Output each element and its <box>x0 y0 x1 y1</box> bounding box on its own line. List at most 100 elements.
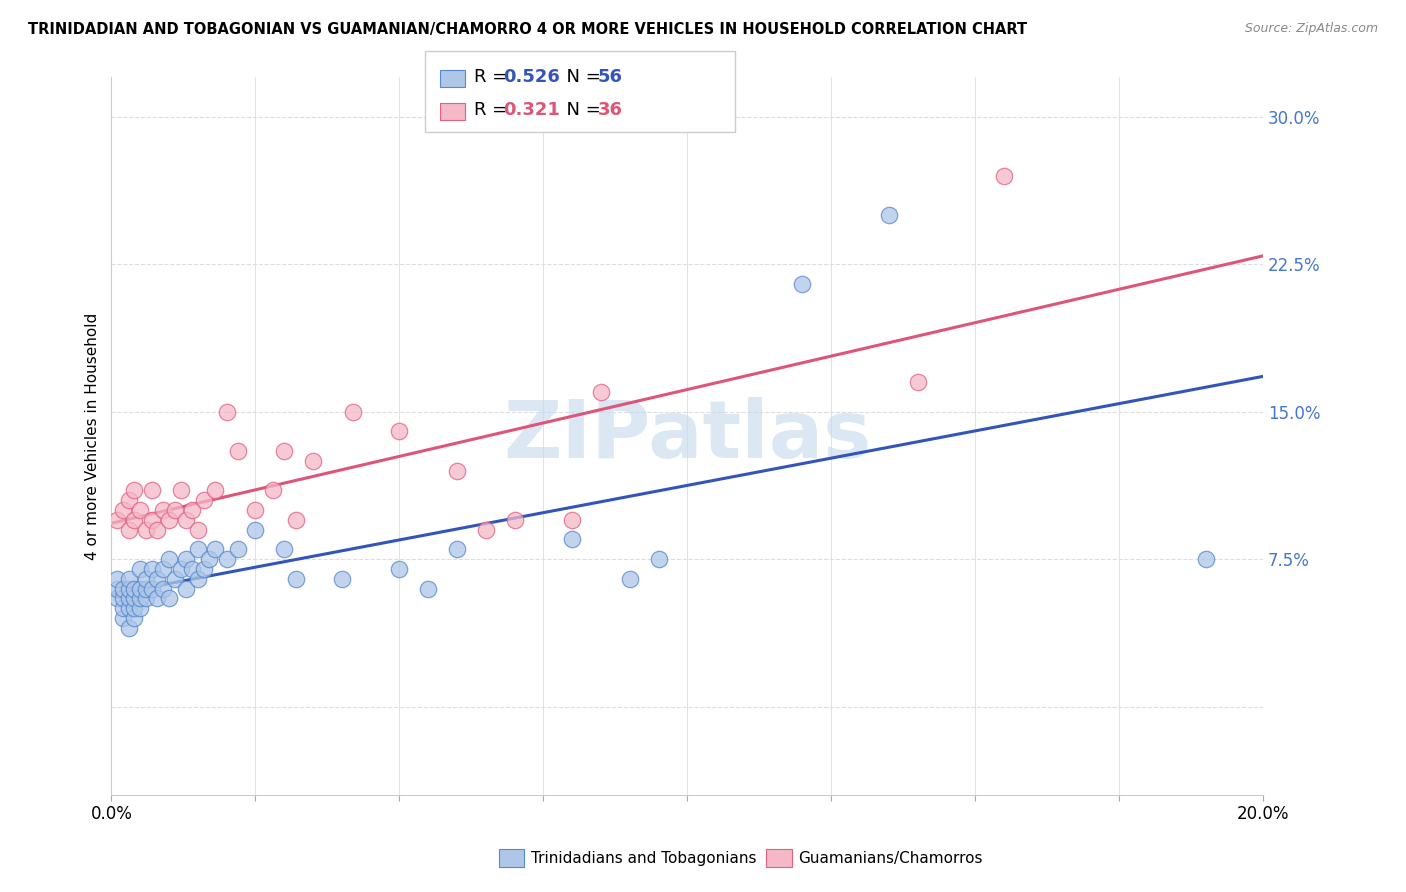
Point <box>146 591 169 606</box>
Point <box>446 464 468 478</box>
Point <box>111 611 134 625</box>
Point <box>187 523 209 537</box>
Point <box>124 483 146 498</box>
Point <box>474 523 496 537</box>
Point <box>111 582 134 596</box>
Point <box>152 562 174 576</box>
Point <box>198 552 221 566</box>
Point <box>169 562 191 576</box>
Point <box>157 552 180 566</box>
Point <box>118 523 141 537</box>
Point <box>792 277 814 291</box>
Point <box>388 425 411 439</box>
Point <box>342 405 364 419</box>
Point <box>215 552 238 566</box>
Point <box>245 523 267 537</box>
Point <box>647 552 669 566</box>
Point <box>111 591 134 606</box>
Point <box>146 572 169 586</box>
Point <box>124 591 146 606</box>
Point <box>907 375 929 389</box>
Point <box>105 572 128 586</box>
Point <box>245 503 267 517</box>
Point <box>284 513 307 527</box>
Point <box>262 483 284 498</box>
Point <box>105 582 128 596</box>
Point <box>302 454 325 468</box>
Y-axis label: 4 or more Vehicles in Household: 4 or more Vehicles in Household <box>86 312 100 560</box>
Point <box>330 572 353 586</box>
Point <box>135 591 157 606</box>
Point <box>174 552 197 566</box>
Point <box>124 601 146 615</box>
Point <box>561 513 583 527</box>
Point <box>193 562 215 576</box>
Text: N =: N = <box>555 101 607 119</box>
Point <box>174 513 197 527</box>
Point <box>181 562 204 576</box>
Point <box>619 572 641 586</box>
Point <box>129 582 152 596</box>
Point <box>273 444 295 458</box>
Point <box>193 493 215 508</box>
Text: Source: ZipAtlas.com: Source: ZipAtlas.com <box>1244 22 1378 36</box>
Point <box>129 601 152 615</box>
Point <box>284 572 307 586</box>
Text: TRINIDADIAN AND TOBAGONIAN VS GUAMANIAN/CHAMORRO 4 OR MORE VEHICLES IN HOUSEHOLD: TRINIDADIAN AND TOBAGONIAN VS GUAMANIAN/… <box>28 22 1028 37</box>
Text: ZIPatlas: ZIPatlas <box>503 397 872 475</box>
Point <box>187 542 209 557</box>
Point <box>418 582 440 596</box>
Point <box>124 611 146 625</box>
Point <box>135 582 157 596</box>
Point <box>163 503 186 517</box>
Point <box>124 582 146 596</box>
Text: R =: R = <box>474 68 513 86</box>
Point <box>388 562 411 576</box>
Point <box>118 572 141 586</box>
Text: 36: 36 <box>598 101 623 119</box>
Text: 56: 56 <box>598 68 623 86</box>
Point <box>1194 552 1216 566</box>
Point <box>152 503 174 517</box>
Text: 0.321: 0.321 <box>503 101 560 119</box>
Point <box>503 513 526 527</box>
Point <box>135 523 157 537</box>
Point <box>118 601 141 615</box>
Point <box>204 542 226 557</box>
Point <box>152 582 174 596</box>
Point <box>129 591 152 606</box>
Point <box>169 483 191 498</box>
Point <box>118 493 141 508</box>
Point <box>877 208 900 222</box>
Point <box>993 169 1015 183</box>
Text: Trinidadians and Tobagonians: Trinidadians and Tobagonians <box>531 851 756 865</box>
Point <box>589 384 612 399</box>
Point <box>204 483 226 498</box>
Text: Guamanians/Chamorros: Guamanians/Chamorros <box>799 851 983 865</box>
Point <box>187 572 209 586</box>
Point <box>111 503 134 517</box>
Point <box>226 542 249 557</box>
Point <box>561 533 583 547</box>
Point <box>124 513 146 527</box>
Point <box>141 483 163 498</box>
Point <box>105 513 128 527</box>
Point <box>129 562 152 576</box>
Point <box>141 562 163 576</box>
Text: R =: R = <box>474 101 513 119</box>
Point <box>105 591 128 606</box>
Point <box>174 582 197 596</box>
Point <box>141 513 163 527</box>
Point <box>273 542 295 557</box>
Point <box>446 542 468 557</box>
Point <box>163 572 186 586</box>
Text: N =: N = <box>555 68 607 86</box>
Point <box>157 591 180 606</box>
Point <box>181 503 204 517</box>
Point <box>157 513 180 527</box>
Point <box>118 591 141 606</box>
Text: 0.526: 0.526 <box>503 68 560 86</box>
Point <box>135 572 157 586</box>
Point <box>215 405 238 419</box>
Point <box>226 444 249 458</box>
